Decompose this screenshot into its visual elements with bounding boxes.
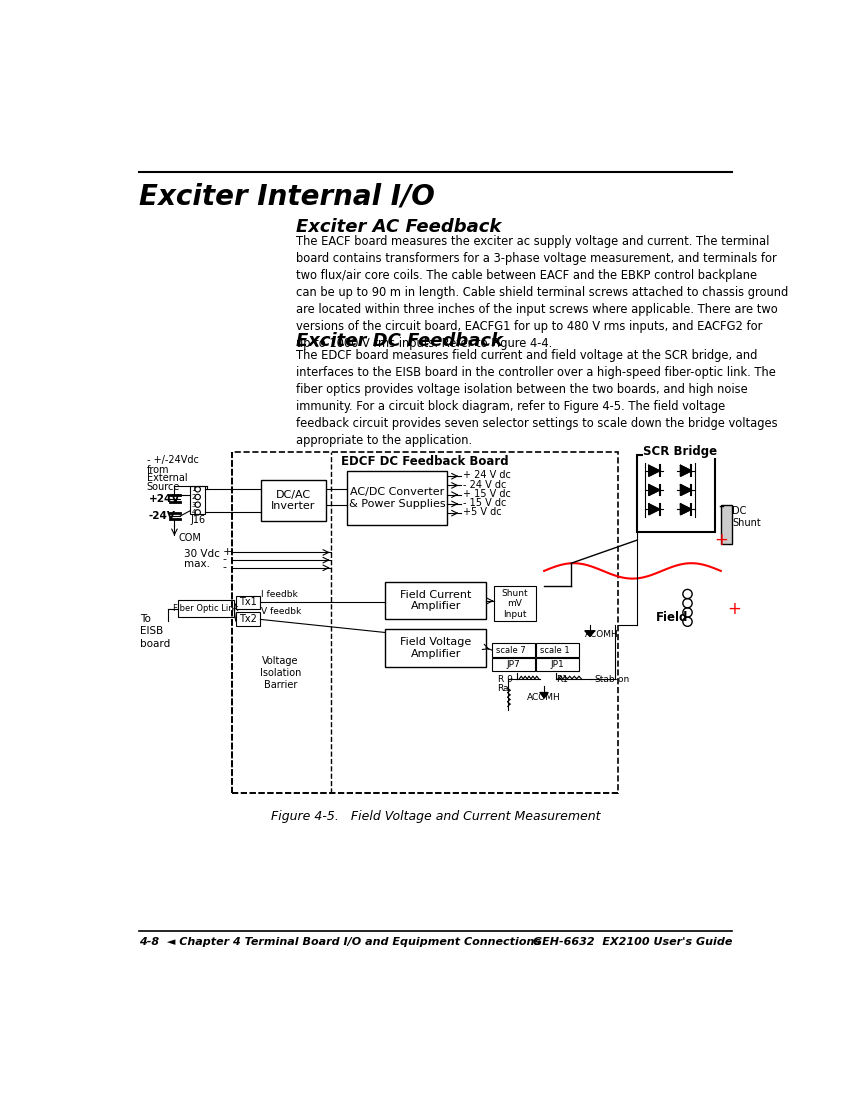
Text: V feedbk: V feedbk: [261, 607, 302, 616]
Bar: [494, 586, 536, 620]
Polygon shape: [681, 485, 691, 495]
Text: 1: 1: [191, 486, 196, 493]
Text: + 15 V dc: + 15 V dc: [462, 488, 511, 499]
Text: Figure 4-5.   Field Voltage and Current Measurement: Figure 4-5. Field Voltage and Current Me…: [271, 810, 600, 823]
Text: 30 Vdc: 30 Vdc: [184, 549, 219, 559]
Text: Shunt
mV
Input: Shunt mV Input: [502, 588, 529, 618]
Text: -: -: [223, 554, 226, 564]
Polygon shape: [649, 504, 660, 515]
Text: Field Current
Amplifier: Field Current Amplifier: [400, 590, 471, 612]
Text: scale 7: scale 7: [496, 646, 526, 654]
Text: JP1: JP1: [551, 660, 564, 669]
Text: DC
Shunt: DC Shunt: [733, 506, 762, 528]
Text: External: External: [146, 473, 187, 483]
Text: GEH-6632  EX2100 User's Guide: GEH-6632 EX2100 User's Guide: [533, 937, 733, 947]
Text: - +/-24Vdc: - +/-24Vdc: [146, 455, 198, 465]
Text: AC/DC Converter
& Power Supplies: AC/DC Converter & Power Supplies: [348, 487, 445, 508]
Text: J16: J16: [190, 516, 206, 526]
Text: 3: 3: [191, 502, 196, 508]
Text: COM: COM: [178, 532, 201, 542]
Text: 4: 4: [191, 509, 196, 516]
Text: The EDCF board measures field current and field voltage at the SCR bridge, and
i: The EDCF board measures field current an…: [296, 349, 778, 447]
Bar: [536, 644, 579, 657]
Bar: [347, 471, 447, 525]
Text: Tx1: Tx1: [239, 597, 257, 607]
Text: DC/AC
Inverter: DC/AC Inverter: [271, 490, 315, 512]
Text: from: from: [146, 464, 169, 474]
Bar: [721, 506, 733, 544]
Text: ACOMH: ACOMH: [527, 693, 561, 702]
Polygon shape: [585, 631, 594, 636]
Bar: [492, 658, 535, 671]
Polygon shape: [681, 465, 691, 476]
Text: I feedbk: I feedbk: [261, 591, 298, 600]
Text: +: +: [727, 601, 741, 618]
Text: R 9: R 9: [497, 674, 513, 684]
Text: +: +: [223, 547, 232, 557]
Text: - 24 V dc: - 24 V dc: [462, 480, 506, 490]
Bar: [178, 601, 234, 617]
Bar: [261, 480, 326, 521]
Text: Voltage
Isolation
Barrier: Voltage Isolation Barrier: [260, 656, 301, 691]
Bar: [638, 455, 715, 532]
Text: Fiber Optic Link: Fiber Optic Link: [173, 604, 239, 613]
Polygon shape: [649, 485, 660, 495]
Text: To
EISB
board: To EISB board: [140, 614, 171, 649]
Text: Field Voltage
Amplifier: Field Voltage Amplifier: [400, 637, 471, 659]
Text: EDCF DC Feedback Board: EDCF DC Feedback Board: [341, 455, 508, 469]
Text: -24V: -24V: [149, 512, 176, 521]
Text: JP7: JP7: [507, 660, 520, 669]
Text: Exciter DC Feedback: Exciter DC Feedback: [296, 332, 503, 350]
Text: Source: Source: [146, 482, 180, 492]
Bar: [385, 583, 486, 618]
Bar: [190, 486, 206, 514]
Bar: [235, 613, 260, 626]
Text: + 24 V dc: + 24 V dc: [462, 471, 511, 481]
Text: - 15 V dc: - 15 V dc: [462, 498, 506, 508]
Text: ACOMH: ACOMH: [585, 630, 619, 639]
Polygon shape: [541, 693, 548, 698]
Text: Tx2: Tx2: [239, 615, 257, 625]
Text: +: +: [714, 531, 728, 549]
Text: 4-8  ◄ Chapter 4 Terminal Board I/O and Equipment Connections: 4-8 ◄ Chapter 4 Terminal Board I/O and E…: [139, 937, 541, 947]
Text: +24V: +24V: [149, 494, 180, 504]
Text: R1: R1: [556, 674, 568, 684]
Polygon shape: [649, 465, 660, 476]
Text: -: -: [223, 562, 226, 572]
Text: -: -: [718, 496, 723, 515]
Text: scale 1: scale 1: [541, 646, 570, 654]
Bar: [385, 628, 486, 667]
Polygon shape: [681, 504, 691, 515]
Text: Exciter AC Feedback: Exciter AC Feedback: [296, 218, 501, 236]
Text: +5 V dc: +5 V dc: [462, 507, 502, 517]
Text: SCR Bridge: SCR Bridge: [643, 446, 717, 459]
Text: max.: max.: [184, 559, 210, 569]
Text: Ra: Ra: [497, 684, 509, 693]
Text: The EACF board measures the exciter ac supply voltage and current. The terminal
: The EACF board measures the exciter ac s…: [296, 235, 788, 350]
Text: Field: Field: [656, 610, 689, 624]
Text: 2: 2: [191, 494, 196, 501]
Bar: [536, 658, 579, 671]
Bar: [235, 595, 260, 609]
Text: Stab-on: Stab-on: [594, 674, 630, 684]
Bar: [492, 644, 535, 657]
Bar: [232, 451, 618, 793]
Text: Exciter Internal I/O: Exciter Internal I/O: [139, 182, 434, 210]
